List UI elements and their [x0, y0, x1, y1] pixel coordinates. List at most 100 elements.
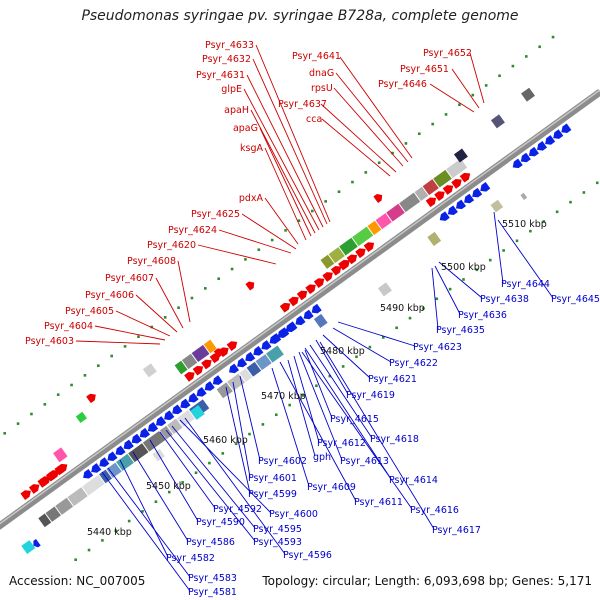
tick-dot: [355, 355, 358, 359]
gene-feature: [212, 375, 223, 385]
gene-label[interactable]: ksgA: [240, 143, 263, 154]
gene-label[interactable]: Psyr_4602: [258, 456, 307, 467]
gene-label[interactable]: cca: [306, 114, 322, 125]
gene-label[interactable]: Psyr_4641: [292, 51, 341, 62]
gene-arrow: [180, 398, 191, 409]
tick-dot: [230, 267, 234, 271]
gene-label[interactable]: Psyr_4617: [432, 525, 481, 536]
gene-label[interactable]: Psyr_4600: [269, 509, 318, 520]
gene-label[interactable]: Psyr_4593: [253, 537, 302, 548]
gene-label[interactable]: Psyr_4603: [25, 336, 74, 347]
gene-label[interactable]: Psyr_4637: [278, 99, 327, 110]
tick-dot: [30, 412, 33, 416]
leader-line: [94, 325, 166, 341]
gene-label[interactable]: pdxA: [239, 193, 264, 204]
gene-label[interactable]: Psyr_4581: [188, 587, 237, 598]
gene-arrow: [346, 254, 358, 265]
gene-label[interactable]: Psyr_4652: [423, 48, 472, 59]
gene-feature: [164, 410, 175, 420]
leader-line: [298, 351, 343, 461]
gene-feature: [427, 231, 442, 247]
gene-label[interactable]: gph: [313, 452, 331, 463]
gene-label[interactable]: Psyr_4590: [196, 517, 245, 528]
gene-label[interactable]: apaG: [233, 123, 258, 134]
gene-feature: [106, 462, 122, 478]
tick-dot: [248, 432, 251, 436]
gene-label[interactable]: Psyr_4604: [44, 321, 93, 332]
gene-arrow: [512, 158, 523, 169]
gene-label[interactable]: Psyr_4595: [253, 524, 302, 535]
gene-label[interactable]: Psyr_4612: [317, 438, 366, 449]
accession-text: Accession: NC_007005: [9, 574, 146, 588]
gene-feature: [191, 344, 210, 363]
gene-block: [246, 361, 262, 377]
gene-feature: [255, 354, 272, 371]
gene-label[interactable]: rpsU: [311, 83, 333, 94]
gene-label[interactable]: Psyr_4609: [307, 482, 356, 493]
gene-label[interactable]: Psyr_4644: [501, 279, 550, 290]
gene-label[interactable]: Psyr_4605: [65, 306, 114, 317]
gene-feature: [201, 359, 212, 370]
leader-line: [469, 52, 485, 104]
gene-feature: [253, 346, 264, 356]
gene-label[interactable]: Psyr_4623: [413, 342, 462, 353]
gene-label[interactable]: Psyr_4625: [191, 209, 240, 220]
gene-label[interactable]: Psyr_4633: [205, 40, 254, 51]
gene-label[interactable]: Psyr_4583: [188, 573, 237, 584]
gene-feature: [246, 361, 262, 377]
gene-feature: [352, 226, 374, 247]
gene-label[interactable]: Psyr_4582: [166, 553, 215, 564]
gene-label[interactable]: Psyr_4622: [389, 358, 438, 369]
gene-arrow: [295, 315, 306, 326]
gene-label[interactable]: Psyr_4608: [127, 256, 176, 267]
gene-label[interactable]: glpE: [221, 84, 242, 95]
gene-label[interactable]: Psyr_4636: [458, 310, 507, 321]
genome-backbone: [0, 89, 600, 530]
leader-line: [135, 294, 178, 333]
leader-line: [177, 260, 191, 323]
gene-feature: [261, 340, 272, 350]
gene-label[interactable]: Psyr_4618: [370, 434, 419, 445]
gene-label[interactable]: Psyr_4586: [186, 537, 235, 548]
gene-feature: [320, 254, 335, 269]
gene-label[interactable]: Psyr_4601: [248, 473, 297, 484]
gene-label[interactable]: Psyr_4624: [168, 225, 217, 236]
gene-feature: [339, 237, 358, 256]
gene-label[interactable]: Psyr_4614: [389, 475, 438, 486]
leader-line: [155, 277, 184, 329]
gene-label[interactable]: Psyr_4592: [213, 504, 262, 515]
gene-label[interactable]: Psyr_4635: [436, 325, 485, 336]
gene-feature: [75, 411, 87, 423]
gene-arrow: [172, 404, 183, 415]
gene-label[interactable]: Psyr_4616: [410, 505, 459, 516]
gene-label[interactable]: Psyr_4632: [202, 54, 251, 65]
gene-label[interactable]: Psyr_4615: [330, 414, 379, 425]
gene-label[interactable]: Psyr_4596: [283, 550, 332, 561]
gene-label[interactable]: Psyr_4645: [551, 294, 600, 305]
gene-arrow: [537, 141, 548, 151]
tick-dot: [351, 180, 354, 184]
gene-label[interactable]: Psyr_4613: [340, 456, 389, 467]
gene-label[interactable]: apaH: [224, 105, 249, 116]
gene-label[interactable]: Psyr_4620: [147, 240, 196, 251]
gene-arrow: [472, 187, 483, 198]
gene-feature: [115, 445, 126, 456]
gene-label[interactable]: Psyr_4606: [85, 290, 134, 301]
gene-label[interactable]: Psyr_4651: [400, 64, 449, 75]
tick-dot: [167, 490, 171, 494]
leader-line: [322, 334, 371, 379]
gene-label[interactable]: Psyr_4631: [196, 70, 245, 81]
gene-label[interactable]: Psyr_4621: [368, 374, 417, 385]
gene-feature: [67, 487, 88, 507]
gene-block: [106, 462, 122, 478]
gene-arrow: [48, 470, 59, 480]
gene-feature: [414, 186, 429, 201]
gene-label[interactable]: Psyr_4646: [378, 79, 427, 90]
gene-label[interactable]: dnaG: [309, 68, 334, 79]
gene-label[interactable]: Psyr_4607: [105, 273, 154, 284]
gene-label[interactable]: Psyr_4611: [354, 497, 403, 508]
gene-label[interactable]: Psyr_4599: [248, 489, 297, 500]
gene-label[interactable]: Psyr_4638: [480, 294, 529, 305]
gene-label[interactable]: Psyr_4619: [346, 390, 395, 401]
gene-feature: [91, 463, 102, 473]
